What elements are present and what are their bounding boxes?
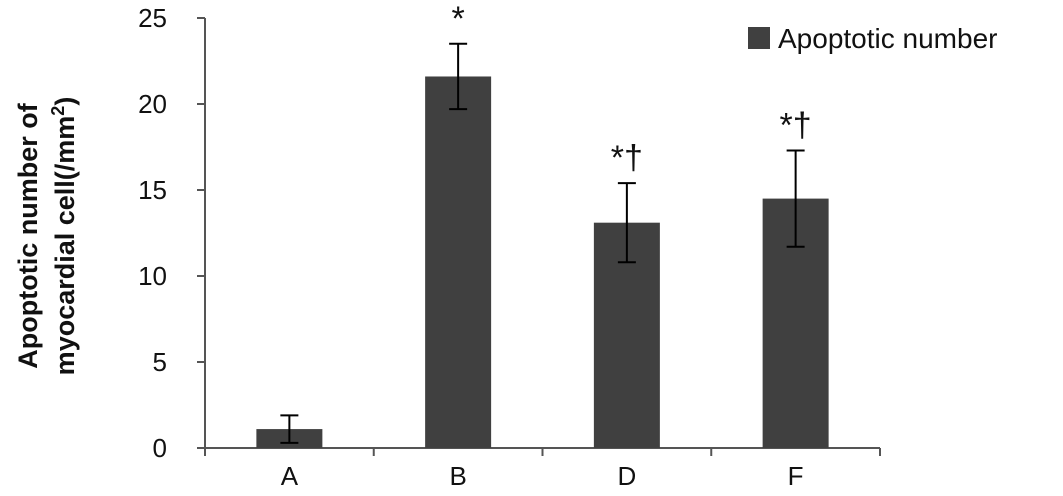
significance-annotation: *† bbox=[611, 139, 643, 177]
y-axis-label-line1: Apoptotic number of bbox=[13, 102, 43, 368]
x-category-label: B bbox=[449, 461, 466, 491]
bar bbox=[425, 76, 492, 448]
y-tick-label: 15 bbox=[138, 175, 167, 205]
significance-annotation: * bbox=[452, 0, 465, 38]
y-axis-label-close: ) bbox=[50, 97, 80, 106]
legend-swatch bbox=[748, 27, 770, 49]
y-axis-label-line2-text: myocardial cell(/mm bbox=[50, 116, 80, 376]
y-axis-label: Apoptotic number of myocardial cell(/mm2… bbox=[13, 97, 80, 376]
y-tick-label: 10 bbox=[138, 261, 167, 291]
x-category-label: F bbox=[788, 461, 804, 491]
y-tick-label: 20 bbox=[138, 89, 167, 119]
legend: Apoptotic number bbox=[748, 23, 997, 54]
y-axis-label-superscript: 2 bbox=[48, 106, 68, 116]
y-axis-label-line2: myocardial cell(/mm2) bbox=[48, 97, 80, 376]
y-tick-label: 0 bbox=[153, 433, 167, 463]
bars: A * B *† D *† F bbox=[256, 0, 829, 491]
x-category-label: D bbox=[617, 461, 636, 491]
y-tick-label: 5 bbox=[153, 347, 167, 377]
y-tick-label: 25 bbox=[138, 3, 167, 33]
significance-annotation: *† bbox=[780, 106, 812, 144]
legend-label: Apoptotic number bbox=[778, 23, 997, 54]
x-category-label: A bbox=[281, 461, 299, 491]
